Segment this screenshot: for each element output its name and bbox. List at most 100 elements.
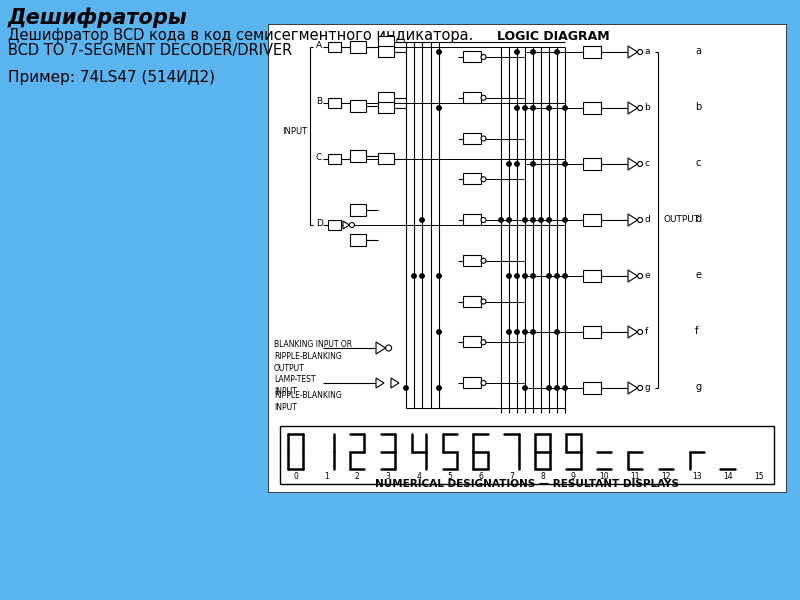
Circle shape bbox=[507, 330, 511, 334]
Bar bbox=[583, 382, 601, 394]
Circle shape bbox=[555, 274, 559, 278]
Circle shape bbox=[562, 386, 567, 390]
Circle shape bbox=[404, 386, 408, 390]
Text: 13: 13 bbox=[692, 472, 702, 481]
Bar bbox=[463, 336, 481, 347]
Polygon shape bbox=[376, 342, 386, 354]
Bar bbox=[378, 36, 394, 47]
Circle shape bbox=[481, 380, 486, 385]
Circle shape bbox=[515, 330, 519, 334]
Circle shape bbox=[523, 274, 527, 278]
Bar bbox=[350, 41, 366, 53]
Text: LAMP-TEST
INPUT: LAMP-TEST INPUT bbox=[274, 375, 315, 396]
Circle shape bbox=[523, 106, 527, 110]
Bar bbox=[328, 42, 341, 52]
Text: d: d bbox=[695, 214, 701, 224]
Bar bbox=[328, 98, 341, 108]
Circle shape bbox=[638, 49, 642, 55]
Polygon shape bbox=[628, 46, 638, 58]
Text: 3: 3 bbox=[386, 472, 390, 481]
Text: a: a bbox=[645, 46, 650, 55]
Circle shape bbox=[547, 218, 551, 222]
Circle shape bbox=[547, 106, 551, 110]
Text: f: f bbox=[695, 326, 698, 336]
Circle shape bbox=[562, 106, 567, 110]
Text: Пример: 74LS47 (514ИД2): Пример: 74LS47 (514ИД2) bbox=[8, 70, 215, 85]
Bar bbox=[378, 46, 394, 57]
Circle shape bbox=[507, 218, 511, 222]
Circle shape bbox=[523, 386, 527, 390]
Text: BLANKING INPUT OR
RIPPLE-BLANKING
OUTPUT: BLANKING INPUT OR RIPPLE-BLANKING OUTPUT bbox=[274, 340, 352, 373]
Circle shape bbox=[515, 106, 519, 110]
Circle shape bbox=[481, 177, 486, 182]
Text: d: d bbox=[645, 214, 650, 223]
Bar bbox=[378, 153, 394, 164]
Bar bbox=[350, 100, 366, 112]
Circle shape bbox=[531, 106, 535, 110]
Bar bbox=[378, 102, 394, 113]
Bar bbox=[583, 270, 601, 282]
Circle shape bbox=[638, 274, 642, 278]
Circle shape bbox=[515, 50, 519, 54]
Circle shape bbox=[523, 218, 527, 222]
Text: 2: 2 bbox=[355, 472, 359, 481]
Circle shape bbox=[638, 161, 642, 166]
Text: 1: 1 bbox=[324, 472, 329, 481]
Circle shape bbox=[555, 386, 559, 390]
Circle shape bbox=[437, 386, 442, 390]
Polygon shape bbox=[628, 326, 638, 338]
Text: g: g bbox=[645, 383, 650, 391]
Circle shape bbox=[562, 274, 567, 278]
Polygon shape bbox=[628, 382, 638, 394]
Bar bbox=[463, 295, 481, 307]
Text: NUMERICAL DESIGNATIONS — RESULTANT DISPLAYS: NUMERICAL DESIGNATIONS — RESULTANT DISPL… bbox=[375, 479, 679, 489]
Text: 10: 10 bbox=[599, 472, 609, 481]
Circle shape bbox=[638, 385, 642, 391]
Text: 4: 4 bbox=[417, 472, 422, 481]
Circle shape bbox=[562, 162, 567, 166]
Circle shape bbox=[420, 274, 424, 278]
Text: 11: 11 bbox=[630, 472, 640, 481]
Circle shape bbox=[555, 50, 559, 54]
Circle shape bbox=[638, 329, 642, 335]
Text: BCD TO 7-SEGMENT DECODER/DRIVER: BCD TO 7-SEGMENT DECODER/DRIVER bbox=[8, 43, 292, 58]
Circle shape bbox=[420, 218, 424, 222]
Circle shape bbox=[481, 299, 486, 304]
Text: b: b bbox=[695, 102, 702, 112]
Text: 15: 15 bbox=[754, 472, 763, 481]
Circle shape bbox=[481, 258, 486, 263]
Circle shape bbox=[515, 274, 519, 278]
Bar bbox=[350, 234, 366, 246]
Circle shape bbox=[638, 106, 642, 110]
Text: A: A bbox=[316, 41, 322, 50]
Circle shape bbox=[481, 95, 486, 100]
Text: g: g bbox=[695, 382, 701, 392]
Circle shape bbox=[437, 50, 442, 54]
Bar bbox=[583, 46, 601, 58]
Circle shape bbox=[507, 274, 511, 278]
Bar bbox=[463, 255, 481, 266]
Text: 0: 0 bbox=[293, 472, 298, 481]
Bar bbox=[463, 173, 481, 184]
Text: C: C bbox=[316, 154, 322, 163]
Bar bbox=[583, 158, 601, 170]
Polygon shape bbox=[391, 378, 399, 388]
Bar bbox=[463, 51, 481, 62]
Bar bbox=[463, 133, 481, 143]
Circle shape bbox=[531, 50, 535, 54]
Circle shape bbox=[531, 218, 535, 222]
Circle shape bbox=[481, 217, 486, 223]
Text: LOGIC DIAGRAM: LOGIC DIAGRAM bbox=[497, 30, 610, 43]
Bar bbox=[328, 154, 341, 164]
Circle shape bbox=[437, 330, 442, 334]
Circle shape bbox=[531, 274, 535, 278]
Bar bbox=[378, 92, 394, 103]
Text: e: e bbox=[645, 271, 650, 280]
Text: Дешифраторы: Дешифраторы bbox=[8, 8, 188, 28]
Text: RIPPLE-BLANKING
INPUT: RIPPLE-BLANKING INPUT bbox=[274, 391, 342, 412]
Text: e: e bbox=[695, 270, 701, 280]
Bar bbox=[350, 204, 366, 216]
Bar bbox=[328, 220, 341, 230]
Circle shape bbox=[507, 162, 511, 166]
Text: c: c bbox=[695, 158, 700, 168]
